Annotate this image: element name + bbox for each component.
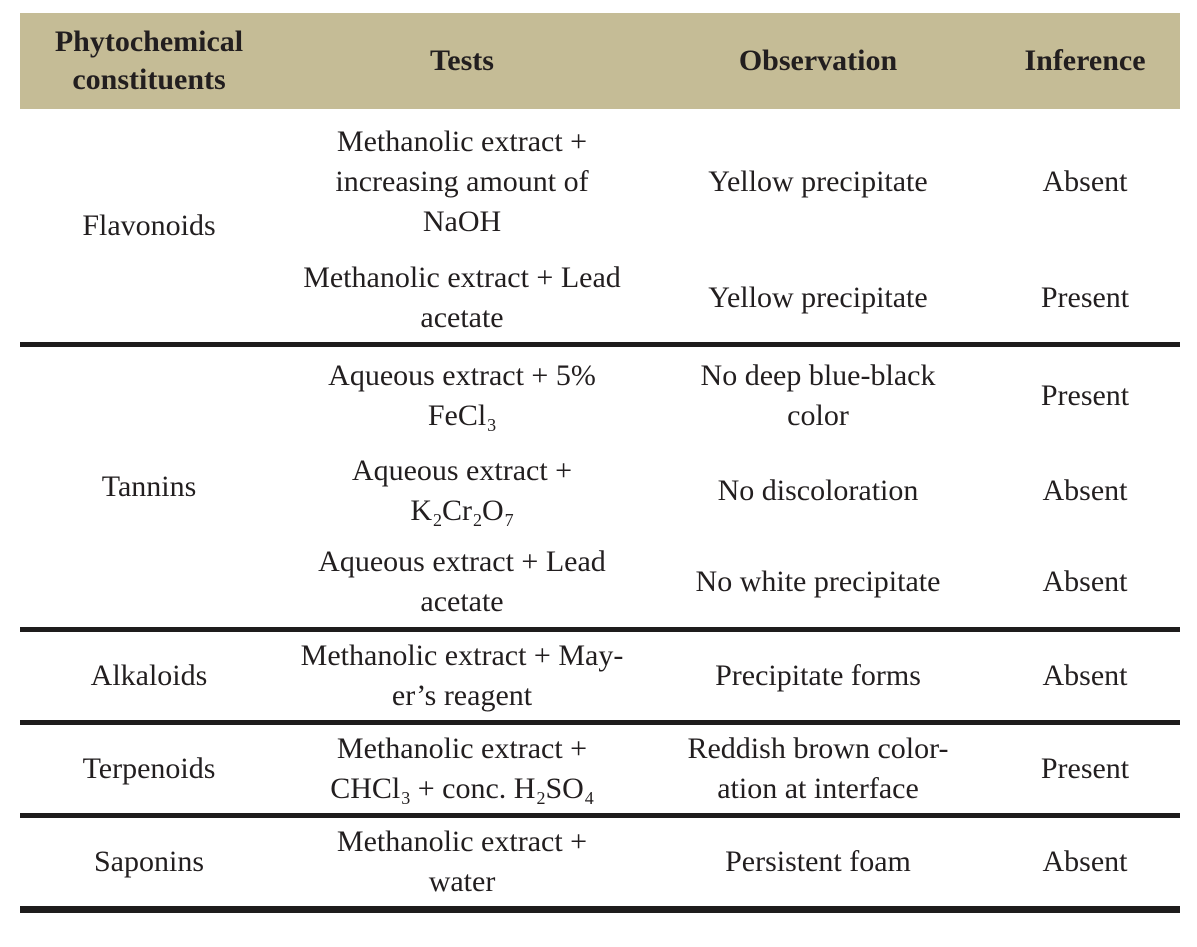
inference-cell: Absent xyxy=(1042,164,1128,198)
observation-cell: No white precipitate xyxy=(695,565,941,599)
test-cell: Methanolic extract + CHCl3 + conc. H2SO4 xyxy=(278,720,646,816)
table-row: Tannins Aqueous extract + 5% FeCl3 No dee… xyxy=(20,342,1180,630)
table-row: Saponins Methanolic extract + water Persi… xyxy=(20,813,1180,913)
observation-cell: Yellow precipitate xyxy=(708,164,928,198)
observation-cell: Reddish brown color-ation at interface xyxy=(646,720,990,816)
constituent-cell: Terpenoids xyxy=(20,720,278,816)
inference-cell: Present xyxy=(990,720,1180,816)
inference-cell: Absent xyxy=(990,813,1180,913)
constituent-cell: Saponins xyxy=(20,813,278,913)
col-header-tests: Tests xyxy=(278,13,646,109)
col-header-constituents: Phytochemical constituents xyxy=(20,13,278,109)
inference-cell: Present xyxy=(990,342,1180,445)
test-cell: Aqueous extract + Lead acetate xyxy=(318,545,606,619)
inference-cell: Present xyxy=(1040,281,1130,314)
test-cell: Methanolic extract + May-er’s reagent xyxy=(278,627,646,723)
test-cell: Aqueous extract + K2Cr2O7 xyxy=(351,454,573,530)
phytochemical-screening-table: Phytochemical constituents Tests Observa… xyxy=(20,13,1180,913)
inference-cell: Absent xyxy=(1042,565,1128,599)
observation-cell: Precipitate forms xyxy=(646,627,990,723)
inference-cell: Absent xyxy=(1042,474,1128,507)
observation-cell: No discoloration xyxy=(717,474,919,507)
inference-cell: Absent xyxy=(990,627,1180,723)
observation-cell: Yellow precipitate xyxy=(708,281,928,314)
table-row: Terpenoids Methanolic extract + CHCl3 + c… xyxy=(20,720,1180,816)
table-row: Methanolic extract + Lead acetate Yellow … xyxy=(20,254,1180,345)
test-cell: Methanolic extract + water xyxy=(278,813,646,913)
header-row: Phytochemical constituents Tests Observa… xyxy=(20,13,1180,109)
test-cell: Methanolic extract + Lead acetate xyxy=(303,261,621,334)
test-cell: Aqueous extract + 5% FeCl3 xyxy=(278,342,646,445)
test-cell: Methanolic extract + increasing amount of… xyxy=(335,124,589,238)
observation-cell: Persistent foam xyxy=(646,813,990,913)
table-row: Aqueous extract + Lead acetate No white p… xyxy=(20,538,1180,630)
table-row: Flavonoids Methanolic extract + increasin… xyxy=(20,109,1180,254)
table-row: Aqueous extract + K2Cr2O7 No discoloratio… xyxy=(20,445,1180,538)
table-row: Alkaloids Methanolic extract + May-er’s … xyxy=(20,627,1180,723)
observation-cell: No deep blue-black color xyxy=(646,342,990,445)
col-header-inference: Inference xyxy=(990,13,1180,109)
col-header-observation: Observation xyxy=(646,13,990,109)
constituent-cell: Alkaloids xyxy=(20,627,278,723)
constituent-cell: Tannins xyxy=(20,342,278,630)
constituent-cell: Flavonoids xyxy=(82,208,216,242)
